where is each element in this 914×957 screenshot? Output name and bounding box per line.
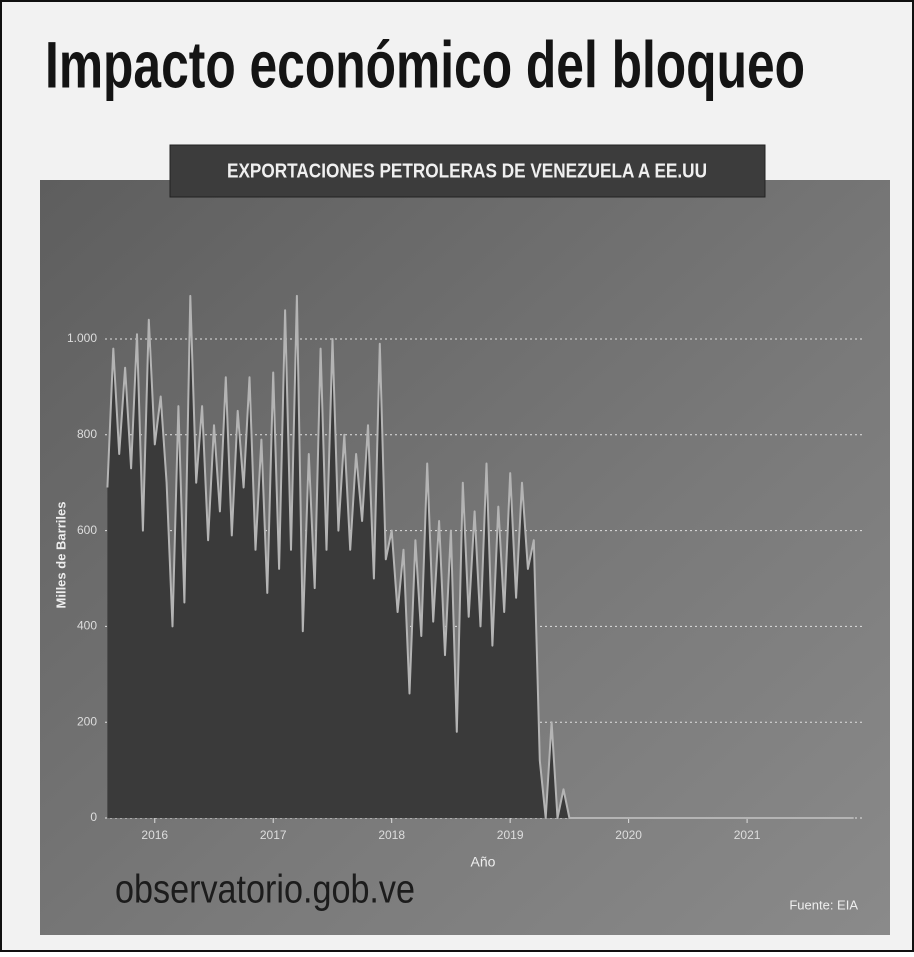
subtitle: EXPORTACIONES PETROLERAS DE VENEZUELA A …: [227, 160, 707, 182]
x-tick-label: 2020: [615, 828, 642, 842]
x-tick-label: 2021: [734, 828, 761, 842]
x-axis-label: Año: [471, 854, 496, 870]
y-axis-label: Milles de Barriles: [53, 502, 68, 609]
line: [106, 294, 854, 819]
x-tick-label: 2017: [260, 828, 287, 842]
y-tick-label: 800: [77, 427, 97, 441]
y-tick-label: 400: [77, 619, 97, 633]
x-tick-label: 2018: [378, 828, 405, 842]
y-tick-label: 0: [90, 810, 97, 824]
subtitle-banner: [169, 144, 766, 198]
source: Fuente: EIA: [789, 897, 858, 912]
y-tick-label: 600: [77, 523, 97, 537]
x-tick-label: 2016: [141, 828, 168, 842]
watermark: observatorio.gob.ve: [115, 868, 415, 912]
x-tick-label: 2019: [497, 828, 524, 842]
plot-area: 0 200 400 600 800 1.000 2016 2017 2018 2019 2020 20…: [67, 294, 862, 842]
y-tick-label: 1.000: [67, 331, 97, 345]
main-title: Impacto económico del bloqueo: [45, 27, 805, 101]
y-tick-label: 200: [77, 714, 97, 728]
